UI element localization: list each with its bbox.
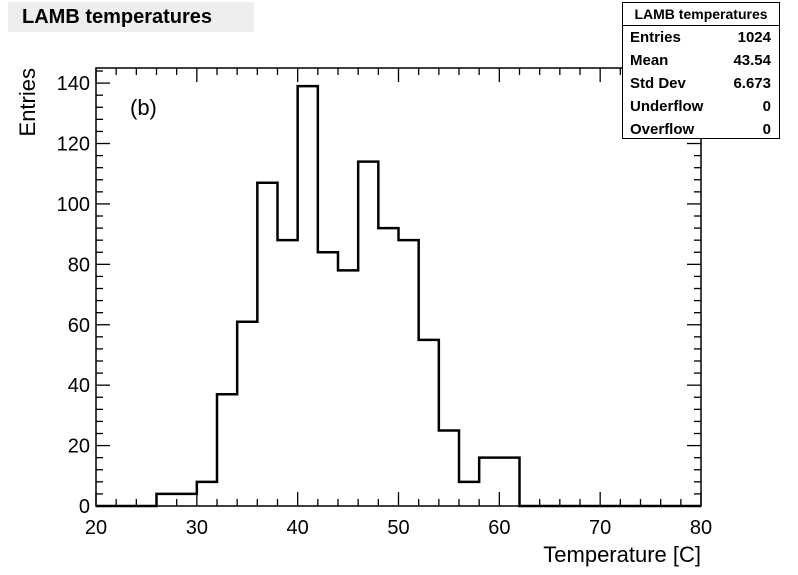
stats-title: LAMB temperatures [623, 3, 779, 26]
stats-value: 43.54 [733, 52, 771, 69]
x-tick-label: 30 [186, 517, 208, 539]
y-tick-label: 100 [57, 194, 90, 216]
stats-label: Std Dev [630, 75, 686, 92]
stats-box: LAMB temperatures Entries 1024 Mean 43.5… [622, 2, 780, 139]
axis-ticks [95, 68, 702, 507]
plot-frame [95, 67, 702, 507]
y-axis-label: Entries [15, 68, 40, 136]
histogram-series-line [96, 84, 701, 508]
stats-value: 6.673 [733, 75, 771, 92]
y-tick-label: 80 [68, 254, 90, 276]
stats-value: 0 [762, 98, 771, 115]
x-tick-label: 20 [85, 517, 107, 539]
stats-value: 1024 [737, 29, 771, 46]
y-tick-label: 0 [79, 496, 90, 518]
x-axis-label: Temperature [C] [543, 542, 701, 567]
stats-row-mean: Mean 43.54 [623, 49, 779, 72]
x-tick-label: 40 [287, 517, 309, 539]
x-tick-label: 60 [488, 517, 510, 539]
y-tick-label: 60 [68, 315, 90, 337]
stats-row-std-dev: Std Dev 6.673 [623, 72, 779, 95]
y-tick-label: 40 [68, 375, 90, 397]
chart-title-box: LAMB temperatures [8, 2, 254, 32]
y-tick-label: 140 [57, 73, 90, 95]
stats-row-entries: Entries 1024 [623, 26, 779, 49]
panel-annotation: (b) [130, 95, 157, 120]
x-tick-label: 70 [589, 517, 611, 539]
y-tick-label: 20 [68, 436, 90, 458]
chart-title: LAMB temperatures [22, 6, 213, 28]
y-tick-label: 120 [57, 134, 90, 156]
stats-value: 0 [762, 121, 771, 138]
stats-label: Overflow [630, 121, 695, 138]
stats-row-underflow: Underflow 0 [623, 95, 779, 118]
stats-label: Underflow [630, 98, 704, 115]
x-tick-label: 80 [690, 517, 712, 539]
stats-label: Entries [630, 29, 681, 46]
stats-label: Mean [630, 52, 669, 69]
x-tick-label: 50 [387, 517, 409, 539]
stats-row-overflow: Overflow 0 [623, 118, 779, 141]
